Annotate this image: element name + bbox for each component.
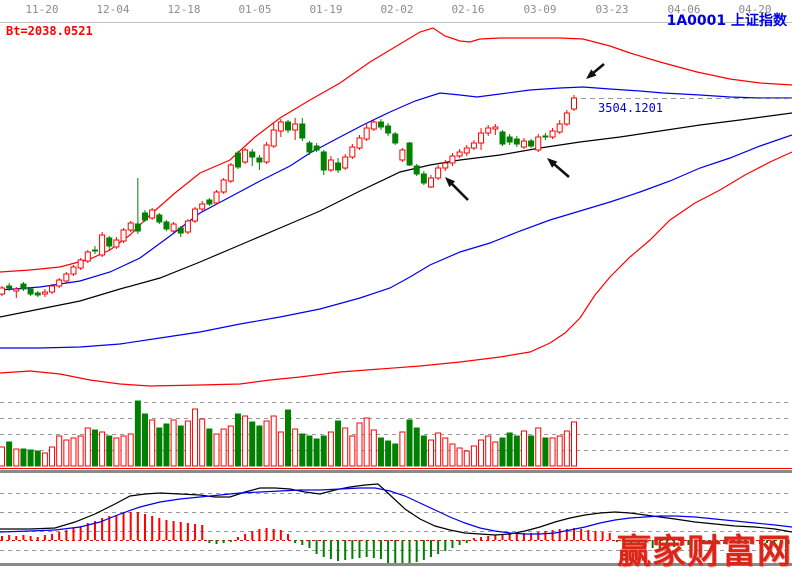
- symbol-name: 上证指数: [731, 13, 787, 29]
- x-axis-tick-label: 04-20: [738, 3, 772, 16]
- x-axis-tick-label: 04-06: [667, 3, 701, 16]
- last-high-price-annotation: 3504.1201: [598, 101, 664, 115]
- x-axis-tick-label: 12-04: [96, 3, 130, 16]
- symbol-title: 1A0001 上证指数: [667, 10, 787, 30]
- symbol-code: 1A0001: [666, 13, 727, 29]
- macd-lines-layer: [0, 483, 792, 536]
- x-axis-tick-label: 03-23: [595, 3, 629, 16]
- x-axis-tick-label: 02-16: [451, 3, 485, 16]
- volume-bars-layer: [0, 400, 577, 467]
- x-axis-tick-label: 11-20: [25, 3, 59, 16]
- x-axis-tick-label: 01-05: [238, 3, 272, 16]
- x-axis-tick-label: 12-18: [167, 3, 201, 16]
- x-axis-tick-label: 01-19: [309, 3, 343, 16]
- x-axis-tick-label: 02-02: [380, 3, 414, 16]
- bt-indicator-value: Bt=2038.0521: [6, 24, 93, 38]
- candles-layer: [0, 95, 577, 298]
- macd-histogram-layer: [1, 512, 790, 565]
- x-axis-tick-label: 03-09: [523, 3, 557, 16]
- channel-bands-layer: [0, 27, 792, 387]
- watermark-text: 赢家财富网: [617, 532, 792, 568]
- annotation-arrows-layer: [445, 63, 605, 201]
- pane-borders-layer: [0, 22, 792, 566]
